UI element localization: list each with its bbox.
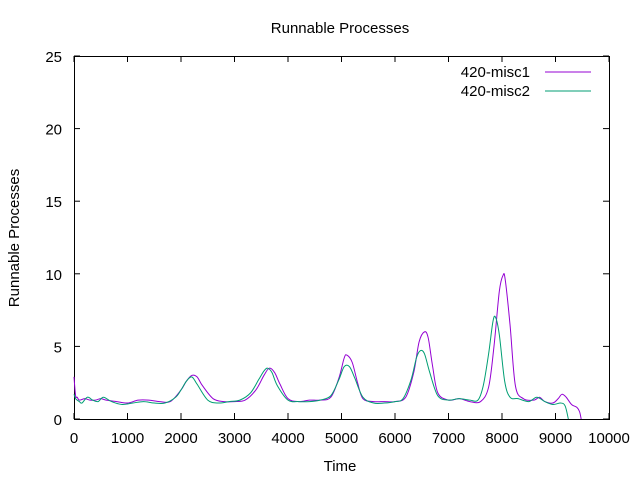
x-tick-label: 5000 — [325, 430, 358, 447]
x-tick-label: 10000 — [588, 430, 630, 447]
series-lines — [73, 273, 582, 420]
x-tick-label: 0 — [70, 430, 78, 447]
legend-label: 420-misc2 — [461, 83, 530, 100]
y-tick-label: 5 — [54, 339, 62, 356]
y-axis-title: Runnable Processes — [6, 169, 23, 307]
x-tick-label: 3000 — [218, 430, 251, 447]
x-tick-label: 2000 — [164, 430, 197, 447]
x-tick-label: 4000 — [271, 430, 304, 447]
x-tick-label: 6000 — [378, 430, 411, 447]
x-axis-title: Time — [324, 458, 357, 475]
legend: 420-misc1 420-misc2 — [461, 64, 591, 100]
axis-ticks: 0 1000 2000 3000 4000 5000 6000 7000 8000 9000 100… — [45, 49, 630, 447]
chart-title: Runnable Processes — [271, 20, 409, 37]
y-tick-label: 15 — [45, 194, 62, 211]
y-tick-label: 0 — [54, 412, 62, 429]
legend-label: 420-misc1 — [461, 64, 530, 81]
x-tick-label: 9000 — [539, 430, 572, 447]
x-tick-label: 7000 — [432, 430, 465, 447]
y-tick-label: 10 — [45, 267, 62, 284]
x-tick-label: 1000 — [111, 430, 144, 447]
x-tick-label: 8000 — [485, 430, 518, 447]
series-line-420-misc1 — [73, 273, 582, 420]
y-tick-label: 20 — [45, 122, 62, 139]
y-tick-label: 25 — [45, 49, 62, 66]
series-line-420-misc2 — [73, 315, 569, 420]
